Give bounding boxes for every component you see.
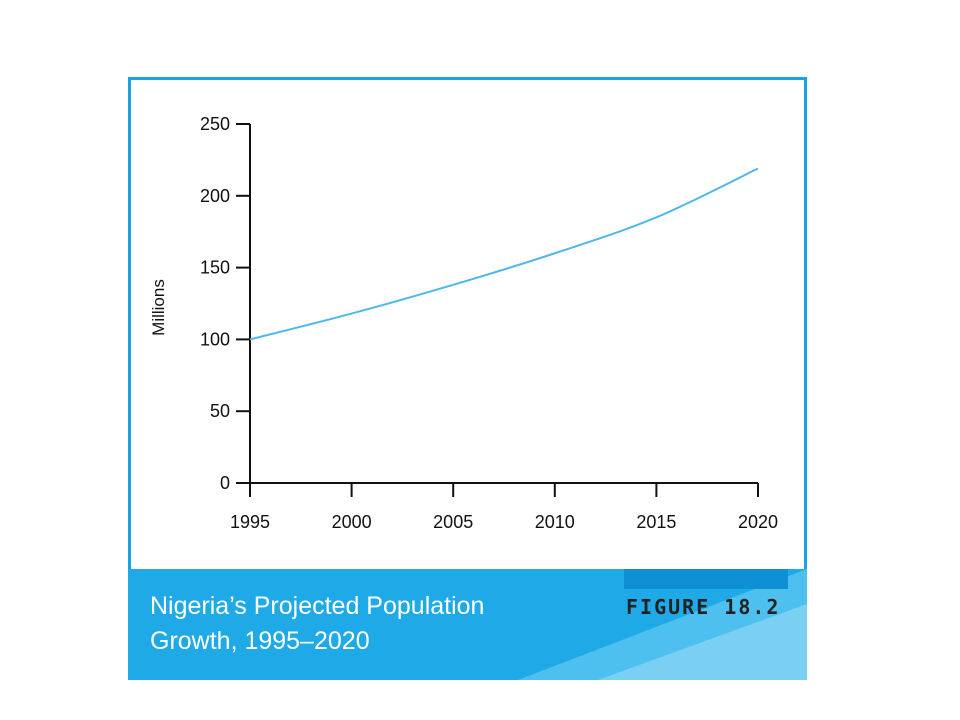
x-tick-label: 1995 [230,512,270,532]
figure-caption: Nigeria’s Projected Population Growth, 1… [150,589,590,659]
x-tick-label: 2005 [433,512,473,532]
x-tick-label: 2000 [332,512,372,532]
y-tick-label: 150 [200,258,230,278]
y-tick-label: 100 [200,329,230,349]
y-ticks: 0 50 100 150 200 250 [200,114,250,493]
figure-tab [624,569,788,589]
banner-wedge [518,569,807,680]
caption-line-1: Nigeria’s Projected Population [150,592,485,620]
y-tick-label: 250 [200,114,230,134]
series-group [249,167,759,341]
x-tick-label: 2015 [636,512,676,532]
caption-line-2: Growth, 1995–2020 [150,627,370,655]
caption-banner [128,569,807,680]
x-ticks: 1995 2000 2005 2010 2015 2020 [230,483,778,532]
figure-label: FIGURE 18.2 [626,595,781,619]
y-axis-label: Millions [149,279,168,336]
y-tick-label: 0 [220,473,230,493]
population-line [249,167,759,341]
x-tick-label: 2020 [738,512,778,532]
x-tick-label: 2010 [535,512,575,532]
y-tick-label: 200 [200,186,230,206]
y-tick-label: 50 [210,401,230,421]
